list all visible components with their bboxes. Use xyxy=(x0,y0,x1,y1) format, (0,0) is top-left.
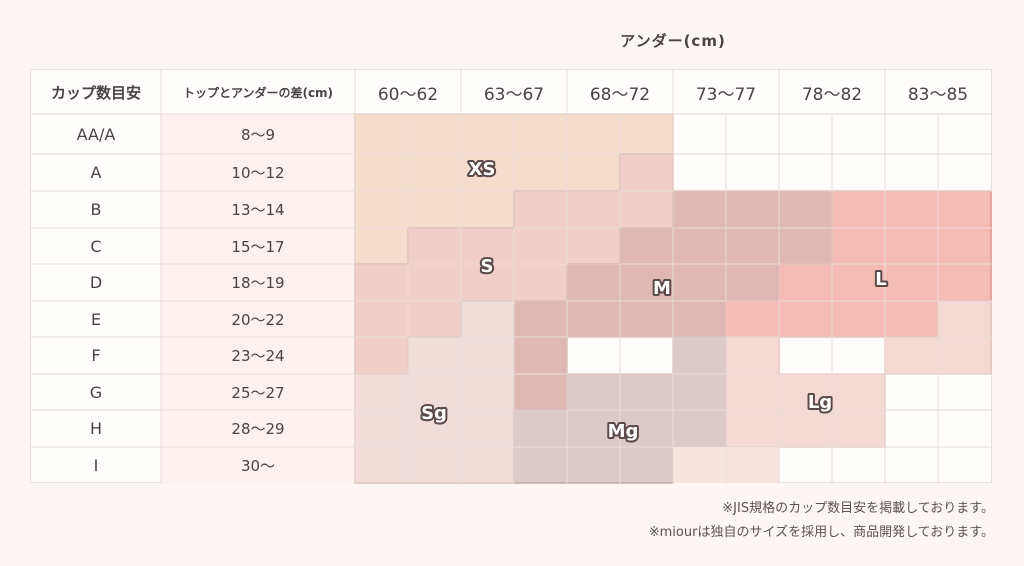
size-label-sg: Sg xyxy=(421,403,447,424)
diff-row-value: 15〜17 xyxy=(231,237,285,256)
cup-row-label: AA/A xyxy=(76,124,116,144)
size-label-s: S xyxy=(481,256,494,277)
cup-row-label: D xyxy=(89,273,103,292)
size-grid: XS S M L Sg Mg Lg xyxy=(31,70,993,484)
size-table: カップ数目安 トップとアンダーの差(cm) 60〜62 63〜67 68〜72 … xyxy=(30,69,993,484)
diff-row-value: 28〜29 xyxy=(231,420,285,438)
cup-row-label: H xyxy=(89,419,103,438)
under-range-header: 60〜62 xyxy=(377,84,439,105)
diff-row-value: 20〜22 xyxy=(231,310,285,329)
cup-row-label: C xyxy=(90,236,102,256)
under-range-header: 78〜82 xyxy=(801,84,863,105)
diff-row-value: 23〜24 xyxy=(231,347,285,365)
size-label-xs: XS xyxy=(469,159,496,180)
cup-row-label: B xyxy=(90,200,102,219)
size-label-l: L xyxy=(875,269,886,290)
diff-header: トップとアンダーの差(cm) xyxy=(182,85,334,100)
diff-row-value: 25〜27 xyxy=(231,383,285,402)
cup-header: カップ数目安 xyxy=(50,83,141,102)
diff-row-value: 30〜 xyxy=(240,456,276,475)
size-label-mg: Mg xyxy=(608,421,639,442)
diff-row-value: 10〜12 xyxy=(231,164,285,182)
cup-row-label: A xyxy=(90,163,102,182)
note-miour: ※miourは独自のサイズを採用し、商品開発しております。 xyxy=(648,525,994,540)
under-range-header: 73〜77 xyxy=(695,84,757,105)
cup-row-label: I xyxy=(93,455,99,475)
size-label-lg: Lg xyxy=(808,392,832,413)
grid-lines xyxy=(31,70,993,484)
under-range-header: 68〜72 xyxy=(589,84,651,105)
diff-column-bg xyxy=(161,114,355,483)
cup-row-label: F xyxy=(91,346,101,365)
diff-row-value: 8〜9 xyxy=(240,125,276,144)
under-range-header: 83〜85 xyxy=(907,84,969,105)
under-range-header: 63〜67 xyxy=(483,84,545,105)
cup-row-label: G xyxy=(89,382,103,402)
cup-row-label: E xyxy=(90,309,102,329)
diff-row-value: 13〜14 xyxy=(231,201,285,219)
size-label-m: M xyxy=(653,278,671,299)
diff-row-value: 18〜19 xyxy=(231,274,285,292)
note-jis: ※JIS規格のカップ数目安を掲載しております。 xyxy=(722,501,994,516)
under-axis-title: アンダー(cm) xyxy=(620,32,726,50)
